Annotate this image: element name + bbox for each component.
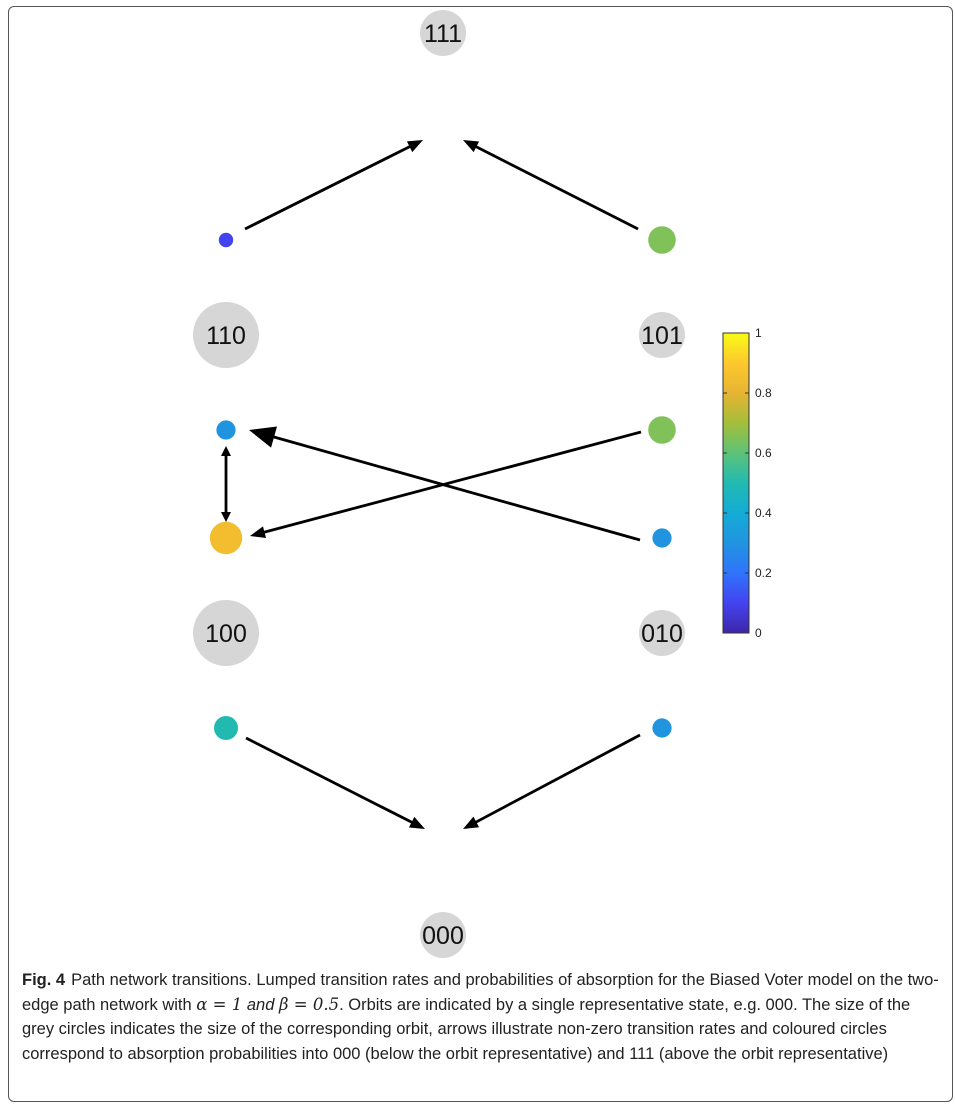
orbit-111: 111 [420, 10, 466, 56]
abs-111-circle-010 [652, 528, 672, 548]
caption-alpha: α = 1 [196, 994, 243, 1014]
colorbar: 0 0.2 0.4 0.6 0.8 1 [722, 326, 772, 640]
colorbar-tick-label: 0.6 [755, 446, 772, 460]
abs-111-circle-110 [218, 232, 234, 248]
orbit-layer: 111 110 101 100 010 000 [193, 10, 685, 958]
arrowhead-101-100 [250, 526, 267, 538]
transition-network-figure: 111 110 101 100 010 000 0 0.2 0.4 0.6 0.8 1 [193, 10, 772, 958]
orbit-size-circle-110 [193, 302, 259, 368]
caption-text-after: . Orbits are indicated by a single repre… [22, 995, 911, 1063]
arrowhead-100-000 [408, 816, 425, 829]
arrowhead-010-110 [249, 426, 278, 448]
orbit-size-circle-100 [193, 600, 259, 666]
orbit-size-circle-000 [420, 912, 466, 958]
orbit-010: 010 [639, 528, 685, 738]
arrow-110-111 [244, 145, 412, 231]
abs-000-circle-101 [648, 416, 676, 444]
arrow-010-000 [474, 733, 641, 824]
caption-and: and [246, 995, 275, 1014]
abs-000-circle-110 [216, 420, 236, 440]
orbit-label-111: 111 [424, 20, 462, 48]
orbit-101: 101 [639, 226, 685, 444]
arrowhead-110-100 [221, 512, 231, 522]
orbit-label-110: 110 [206, 322, 246, 350]
arrow-010-110 [272, 435, 641, 542]
arrowhead-110-111 [406, 140, 423, 153]
orbit-label-000: 000 [422, 922, 464, 950]
arrowhead-101-111 [463, 140, 480, 153]
colorbar-tick-label: 1 [755, 326, 762, 340]
arrowhead-110-100-reverse [221, 446, 231, 456]
colorbar-tick-label: 0.8 [755, 386, 772, 400]
colorbar-tick-label: 0.2 [755, 566, 772, 580]
caption-text-before: Path network transitions. Lumped transit… [22, 971, 939, 1014]
abs-000-circle-100 [214, 716, 238, 740]
arrowhead-010-000 [463, 816, 480, 829]
orbit-label-010: 010 [641, 620, 683, 648]
caption-beta: β = 0.5 [278, 994, 340, 1014]
orbit-000: 000 [420, 912, 466, 958]
colorbar-gradient [722, 332, 750, 634]
colorbar-tick-label: 0.4 [755, 506, 772, 520]
figure-caption: Fig. 4 Path network transitions. Lumped t… [22, 968, 940, 1066]
abs-000-circle-010 [652, 718, 672, 738]
arrow-100-000 [245, 736, 414, 824]
edge-layer [221, 140, 642, 829]
orbit-label-101: 101 [641, 322, 683, 350]
arrow-101-111 [474, 145, 639, 231]
orbit-size-circle-010 [639, 610, 685, 656]
caption-figure-label: Fig. 4 [22, 971, 66, 989]
orbit-110: 110 [193, 232, 259, 440]
orbit-size-circle-101 [639, 312, 685, 358]
arrow-101-100 [263, 430, 642, 534]
figure-frame [8, 6, 953, 1102]
orbit-100: 100 [193, 521, 259, 740]
orbit-size-circle-111 [420, 10, 466, 56]
orbit-label-100: 100 [205, 620, 247, 648]
abs-111-circle-101 [648, 226, 676, 254]
colorbar-tick-label: 0 [755, 626, 762, 640]
abs-111-circle-100 [209, 521, 243, 555]
